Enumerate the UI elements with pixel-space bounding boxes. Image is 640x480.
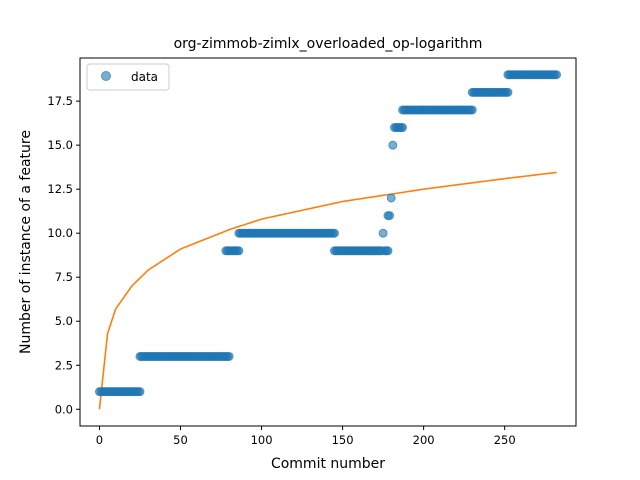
ticks-layer: 0 50 100 150 200 250 0.0 2.5 5.0 7.5 10.0 12.5 15.0 1… xyxy=(47,94,515,447)
data-point xyxy=(224,351,234,361)
legend-box xyxy=(86,63,170,91)
data-point xyxy=(388,140,398,150)
x-tick-label: 200 xyxy=(413,433,435,447)
y-tick-label: 2.5 xyxy=(55,358,73,372)
axes-layer xyxy=(79,57,577,427)
fit-line xyxy=(98,171,557,410)
fit-layer xyxy=(98,171,557,410)
y-tick-label: 17.5 xyxy=(47,94,73,108)
x-tick-label: 250 xyxy=(494,433,516,447)
legend-label-data: data xyxy=(131,70,158,84)
data-point xyxy=(386,193,396,203)
legend-marker-data xyxy=(101,71,111,81)
data-point xyxy=(467,105,477,115)
y-tick-label: 5.0 xyxy=(55,314,73,328)
x-tick-label: 50 xyxy=(173,433,188,447)
data-point xyxy=(552,70,562,80)
data-point xyxy=(378,228,388,238)
data-point xyxy=(135,387,145,397)
data-point xyxy=(329,228,339,238)
legend: data xyxy=(86,63,170,91)
data-point xyxy=(383,246,393,256)
x-tick-label: 0 xyxy=(96,433,103,447)
y-tick-label: 12.5 xyxy=(47,182,73,196)
y-axis-label: Number of instance of a feature xyxy=(18,130,34,354)
data-point xyxy=(503,87,513,97)
y-tick-label: 10.0 xyxy=(47,226,73,240)
plot-frame xyxy=(79,57,577,427)
y-tick-label: 7.5 xyxy=(55,270,73,284)
chart-title: org-zimmob-zimlx_overloaded_op-logarithm xyxy=(174,36,483,52)
x-tick-label: 150 xyxy=(332,433,354,447)
points-layer xyxy=(94,70,562,397)
data-point xyxy=(234,246,244,256)
data-point xyxy=(385,211,395,221)
y-tick-label: 15.0 xyxy=(47,138,73,152)
x-tick-label: 100 xyxy=(251,433,273,447)
y-tick-label: 0.0 xyxy=(55,402,73,416)
data-point xyxy=(398,123,408,133)
x-axis-label: Commit number xyxy=(271,456,385,472)
